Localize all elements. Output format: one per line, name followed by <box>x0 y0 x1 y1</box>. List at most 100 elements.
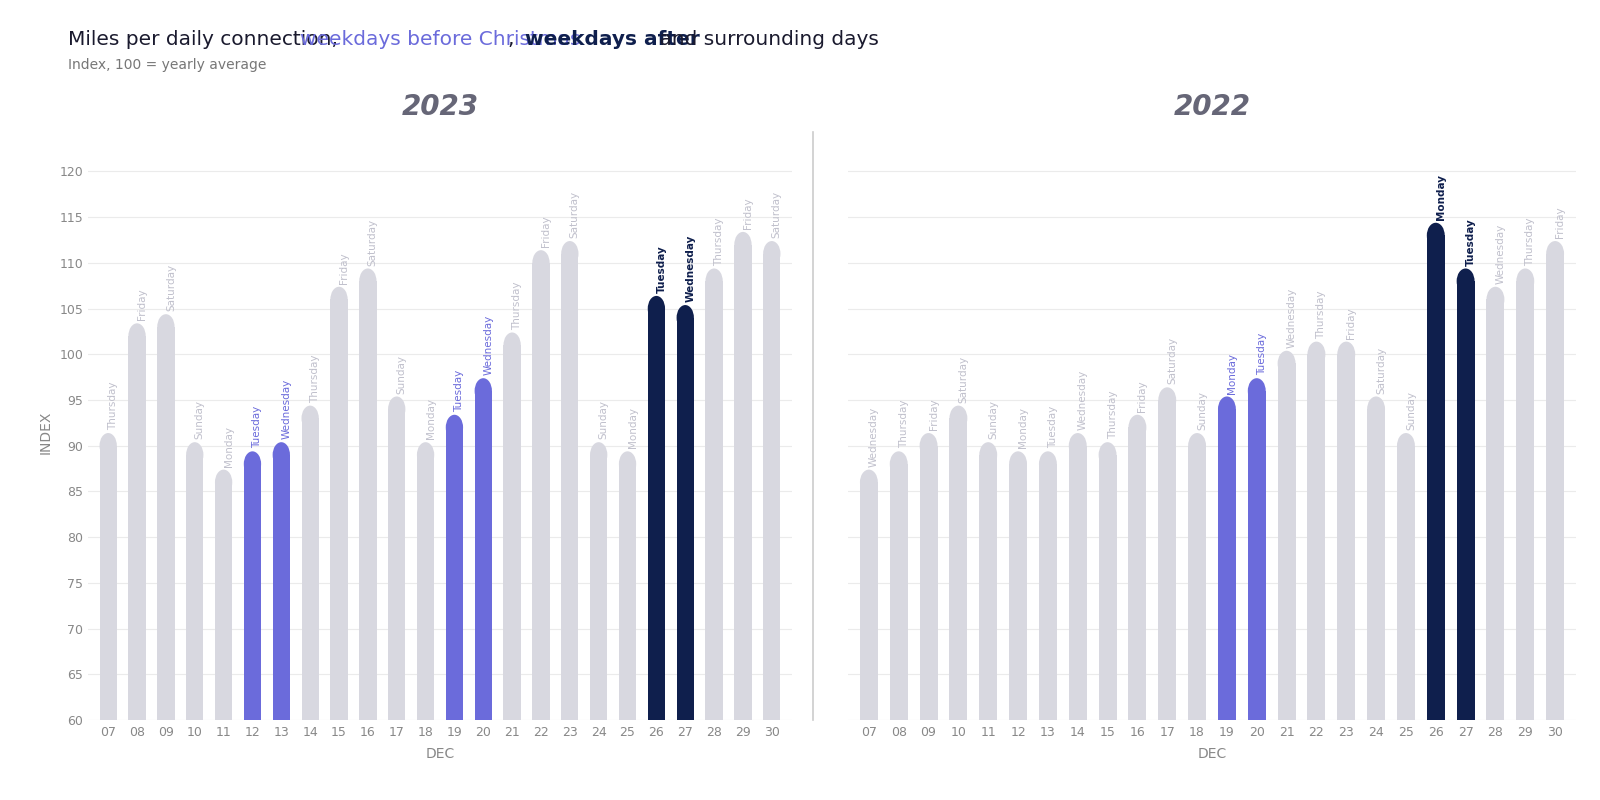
Text: Monday: Monday <box>426 398 435 439</box>
Text: Thursday: Thursday <box>714 217 725 266</box>
Bar <box>1486 299 1504 720</box>
Bar <box>99 446 117 720</box>
Ellipse shape <box>272 442 290 467</box>
Bar <box>214 482 232 720</box>
Ellipse shape <box>99 433 117 458</box>
Text: and surrounding days: and surrounding days <box>653 30 878 49</box>
Text: Saturday: Saturday <box>1168 338 1178 385</box>
Bar <box>389 409 405 720</box>
Text: Index, 100 = yearly average: Index, 100 = yearly average <box>67 58 266 72</box>
Text: Sunday: Sunday <box>598 400 608 439</box>
Bar <box>890 464 907 720</box>
Ellipse shape <box>1128 414 1146 440</box>
Text: Thursday: Thursday <box>899 400 909 449</box>
Bar <box>562 254 579 720</box>
Ellipse shape <box>1218 397 1235 422</box>
Bar <box>446 427 462 720</box>
Ellipse shape <box>1427 222 1445 248</box>
Ellipse shape <box>418 442 434 467</box>
Ellipse shape <box>677 305 694 330</box>
Bar <box>1248 391 1266 720</box>
Text: Thursday: Thursday <box>1317 290 1326 338</box>
Ellipse shape <box>186 442 203 467</box>
Bar <box>1010 464 1027 720</box>
Bar <box>1546 254 1565 720</box>
Ellipse shape <box>1546 241 1565 266</box>
Bar <box>706 281 723 720</box>
Text: Wednesday: Wednesday <box>1078 370 1088 430</box>
Bar <box>1158 400 1176 720</box>
Text: ,: , <box>507 30 520 49</box>
Bar <box>619 464 637 720</box>
Bar <box>1307 354 1325 720</box>
Ellipse shape <box>1366 397 1386 422</box>
Bar <box>1427 235 1445 720</box>
Ellipse shape <box>243 451 261 477</box>
Bar <box>1099 455 1117 720</box>
Bar <box>128 336 146 720</box>
Ellipse shape <box>214 470 232 495</box>
Ellipse shape <box>1307 342 1325 367</box>
Bar <box>418 455 434 720</box>
Text: Wednesday: Wednesday <box>483 315 493 375</box>
Bar <box>475 391 491 720</box>
Text: Friday: Friday <box>138 289 147 321</box>
Text: Monday: Monday <box>224 426 234 466</box>
Bar <box>677 318 694 720</box>
Ellipse shape <box>128 323 146 349</box>
Bar <box>243 464 261 720</box>
Text: Friday: Friday <box>742 198 754 229</box>
Text: Sunday: Sunday <box>397 354 406 394</box>
Ellipse shape <box>1010 451 1027 477</box>
Ellipse shape <box>360 269 376 294</box>
Bar <box>301 418 318 720</box>
Text: Thursday: Thursday <box>310 354 320 402</box>
Ellipse shape <box>734 232 752 258</box>
Text: Thursday: Thursday <box>512 281 522 330</box>
Ellipse shape <box>1099 442 1117 467</box>
Bar <box>330 299 347 720</box>
Bar <box>859 482 878 720</box>
Ellipse shape <box>619 451 637 477</box>
Ellipse shape <box>1248 378 1266 403</box>
Text: Monday: Monday <box>1018 407 1029 449</box>
Ellipse shape <box>859 470 878 495</box>
Ellipse shape <box>533 250 550 275</box>
Text: Wednesday: Wednesday <box>1286 288 1296 348</box>
Text: Sunday: Sunday <box>989 400 998 439</box>
Ellipse shape <box>890 451 907 477</box>
Bar <box>1278 363 1296 720</box>
Ellipse shape <box>562 241 579 266</box>
Text: weekdays after: weekdays after <box>525 30 699 49</box>
Y-axis label: INDEX: INDEX <box>38 410 53 454</box>
Bar <box>1218 409 1235 720</box>
Text: 2023: 2023 <box>402 93 478 121</box>
Bar <box>186 455 203 720</box>
Ellipse shape <box>920 433 938 458</box>
Ellipse shape <box>706 269 723 294</box>
Text: Wednesday: Wednesday <box>869 406 878 466</box>
Ellipse shape <box>389 397 405 422</box>
Text: Monday: Monday <box>1227 353 1237 394</box>
Ellipse shape <box>763 241 781 266</box>
Bar <box>157 327 174 720</box>
Text: Tuesday: Tuesday <box>1466 218 1475 266</box>
Ellipse shape <box>330 286 347 312</box>
Ellipse shape <box>1456 269 1475 294</box>
Text: Thursday: Thursday <box>1107 391 1117 439</box>
Text: Saturday: Saturday <box>166 264 176 311</box>
Ellipse shape <box>475 378 491 403</box>
Bar <box>1189 446 1206 720</box>
Bar <box>1456 281 1475 720</box>
Text: Saturday: Saturday <box>368 218 378 266</box>
Text: Tuesday: Tuesday <box>656 246 666 293</box>
Text: Friday: Friday <box>1555 206 1565 238</box>
Ellipse shape <box>590 442 608 467</box>
Bar <box>272 455 290 720</box>
Text: Saturday: Saturday <box>570 191 579 238</box>
Text: Saturday: Saturday <box>1376 346 1386 394</box>
Ellipse shape <box>1486 286 1504 312</box>
Bar <box>763 254 781 720</box>
Bar <box>1397 446 1414 720</box>
Bar <box>920 446 938 720</box>
